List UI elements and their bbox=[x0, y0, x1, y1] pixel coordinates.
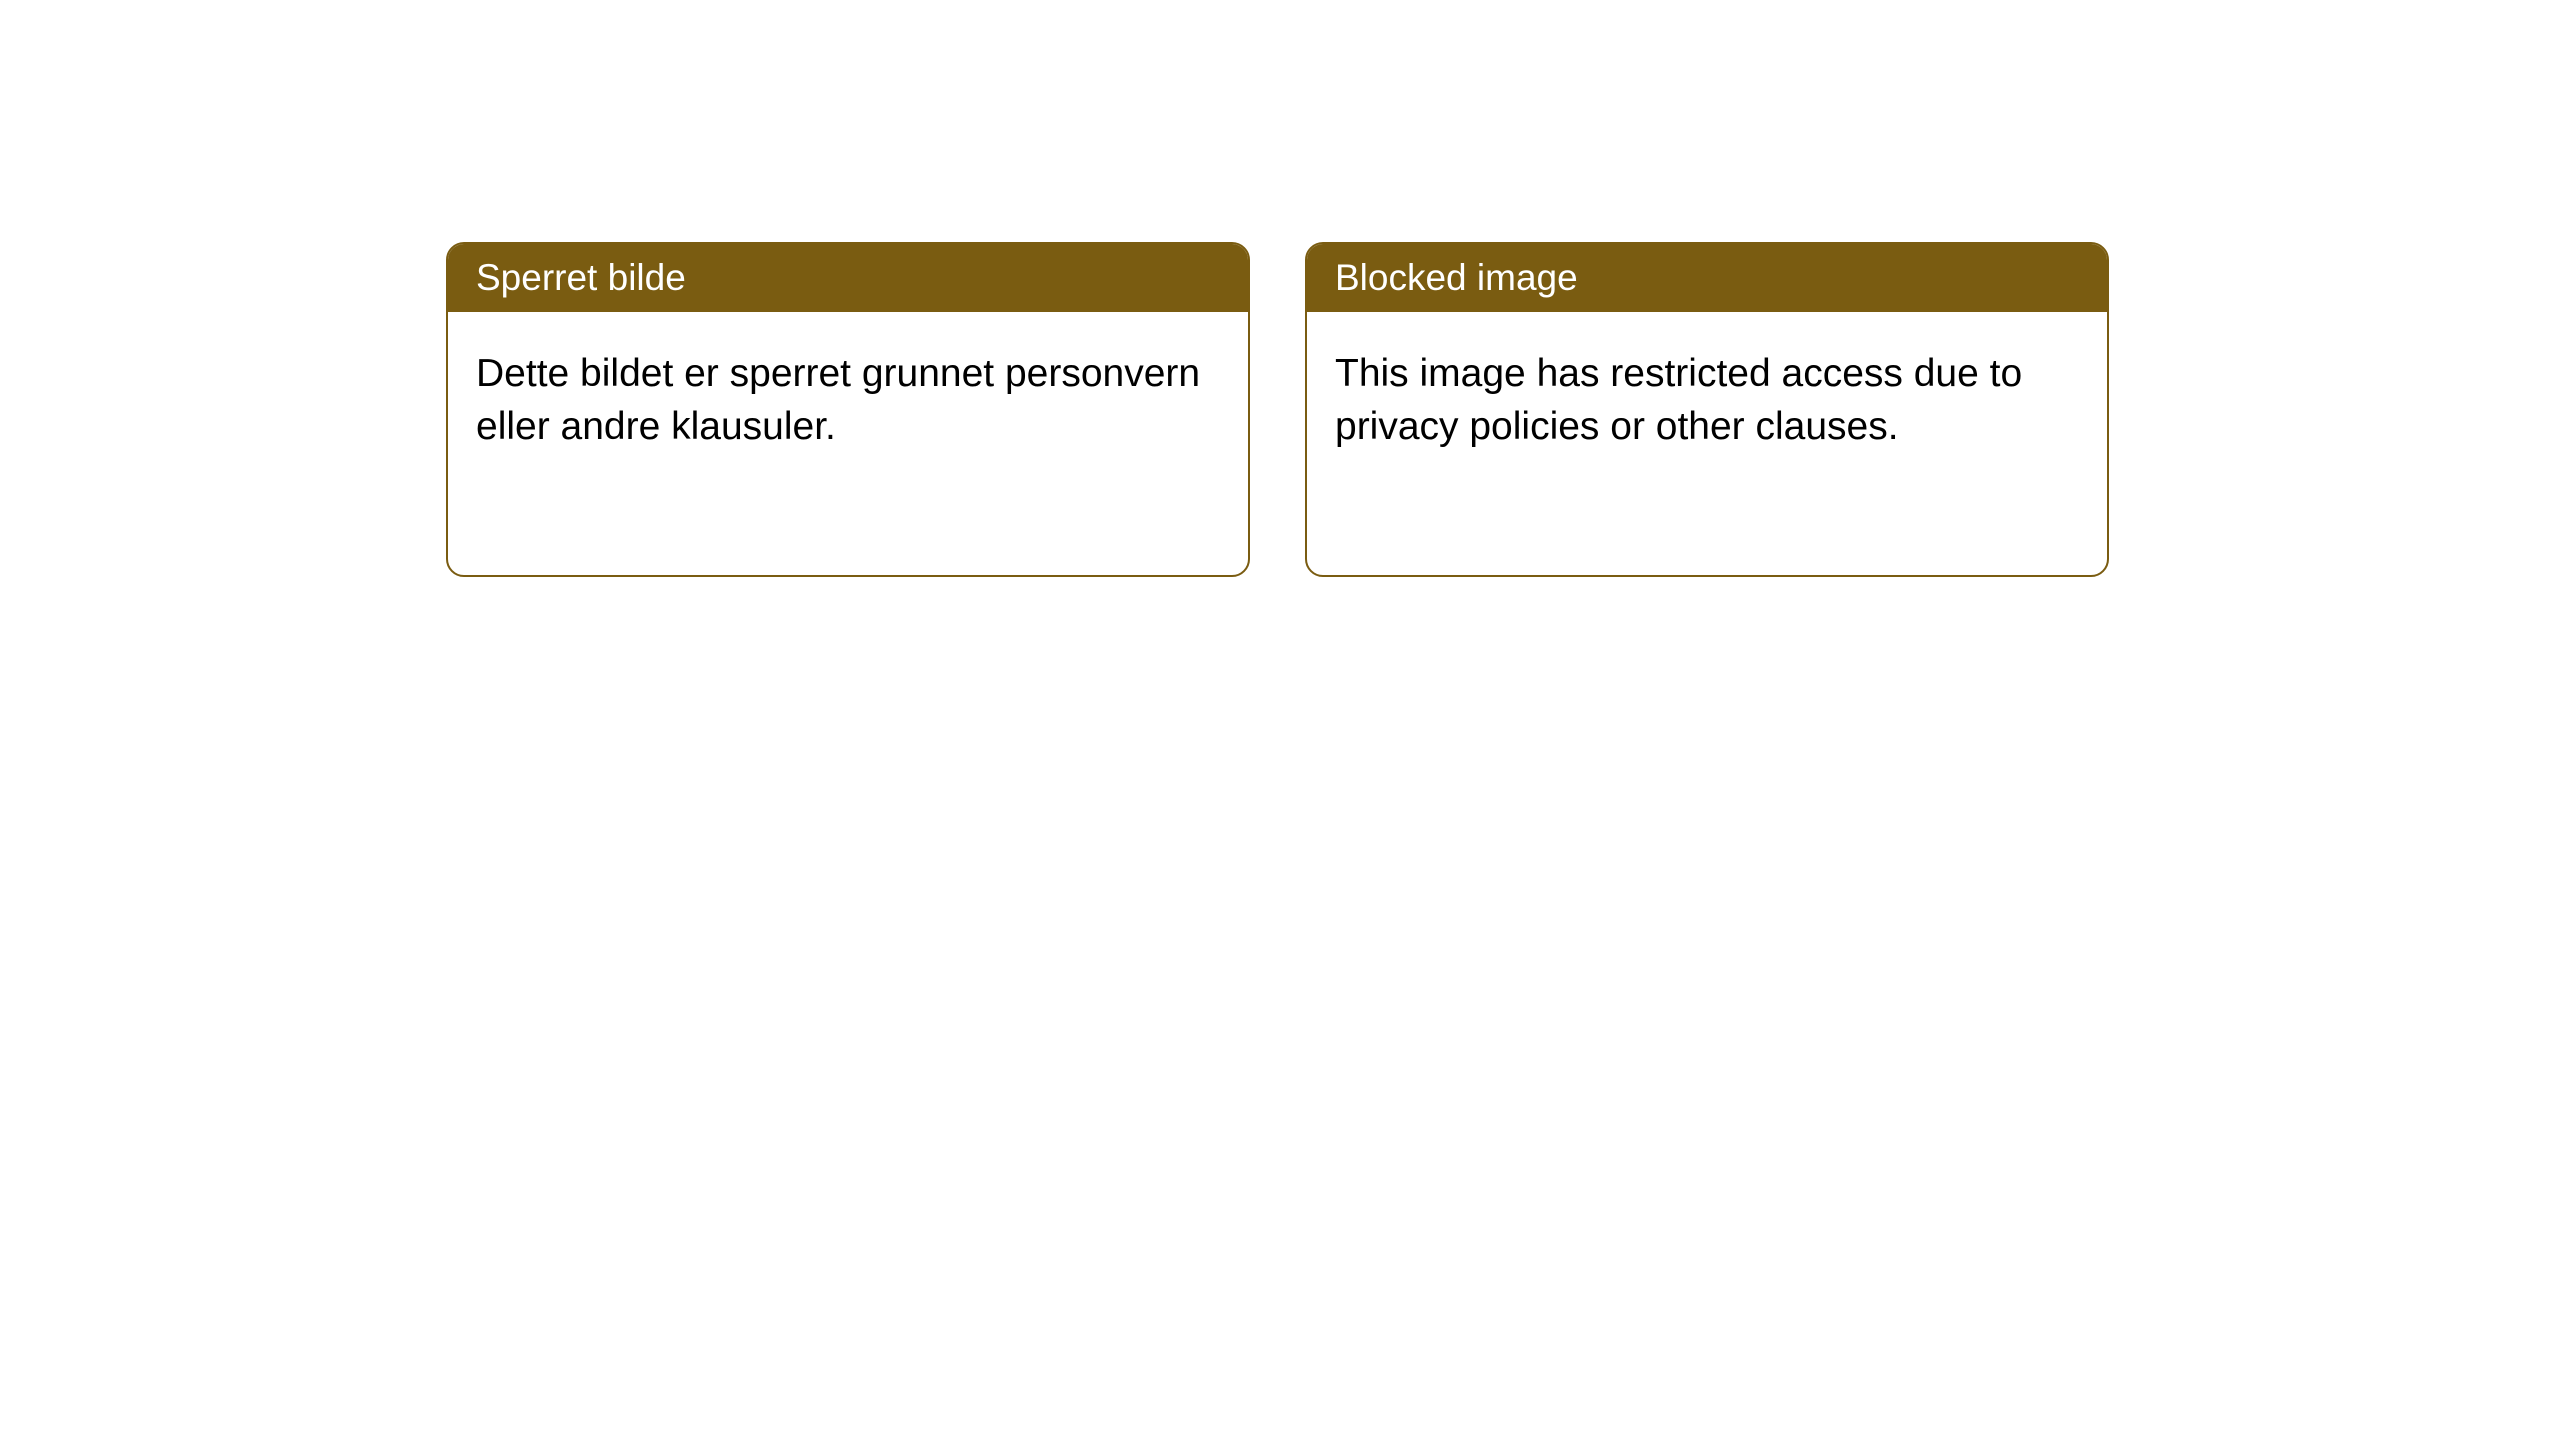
notice-card-body: This image has restricted access due to … bbox=[1307, 312, 2107, 489]
notice-card-title: Sperret bilde bbox=[448, 244, 1248, 312]
notice-card-norwegian: Sperret bilde Dette bildet er sperret gr… bbox=[446, 242, 1250, 577]
notice-card-english: Blocked image This image has restricted … bbox=[1305, 242, 2109, 577]
notice-card-title: Blocked image bbox=[1307, 244, 2107, 312]
notice-card-body: Dette bildet er sperret grunnet personve… bbox=[448, 312, 1248, 489]
notice-container: Sperret bilde Dette bildet er sperret gr… bbox=[0, 0, 2560, 577]
